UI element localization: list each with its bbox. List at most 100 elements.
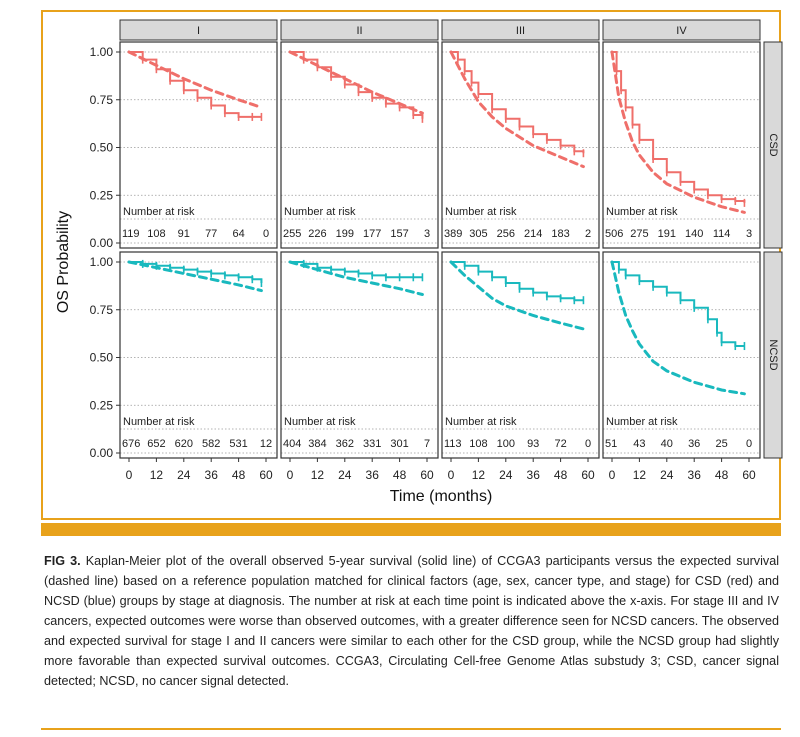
panel-bg [120, 252, 277, 458]
facet-strip-I [119, 19, 278, 41]
risk-count: 108 [147, 228, 165, 240]
x-tick-label: 24 [499, 468, 513, 482]
x-tick-label: 60 [259, 468, 273, 482]
risk-count: 140 [685, 228, 703, 240]
panel-border [119, 251, 278, 459]
panel-bg [603, 42, 760, 248]
observed-curve-NCSD-II [290, 261, 423, 279]
expected-curve-NCSD-II [288, 260, 424, 296]
x-tick-label: 24 [660, 468, 674, 482]
facet-strip-III [441, 19, 600, 41]
x-tick-label: 36 [205, 468, 219, 482]
facet-strip-label: III [516, 25, 525, 37]
caption-body: Kaplan-Meier plot of the overall observe… [44, 554, 779, 688]
panel-bg [603, 252, 760, 458]
expected-curve-CSD-I [127, 50, 263, 109]
risk-count: 40 [661, 438, 673, 450]
panel-bg [281, 252, 438, 458]
x-tick-label: 0 [126, 468, 133, 482]
risk-label: Number at risk [445, 416, 517, 428]
caption-lead: FIG 3. [44, 554, 81, 568]
risk-count: 331 [363, 438, 381, 450]
risk-count: 114 [713, 228, 731, 240]
risk-count: 3 [746, 228, 752, 240]
panel-border [119, 41, 278, 249]
expected-curve-NCSD-IV [610, 260, 746, 396]
panel-bg [281, 42, 438, 248]
risk-count: 64 [232, 228, 244, 240]
risk-count: 100 [497, 438, 515, 450]
risk-count: 255 [283, 228, 301, 240]
bottom-rule [41, 728, 781, 730]
risk-count: 113 [444, 438, 462, 450]
risk-count: 389 [444, 228, 462, 240]
risk-count: 177 [363, 228, 381, 240]
x-tick-label: 0 [448, 468, 455, 482]
risk-label: Number at risk [445, 206, 517, 218]
panel-bg [120, 42, 277, 248]
risk-count: 256 [497, 228, 515, 240]
risk-count: 108 [469, 438, 487, 450]
x-tick-label: 12 [472, 468, 486, 482]
risk-count: 119 [122, 228, 140, 240]
panel-border [602, 251, 761, 459]
expected-curve-NCSD-III [449, 260, 585, 331]
row-strip-NCSD [763, 251, 783, 459]
risk-count: 0 [746, 438, 752, 450]
y-tick-label: 0.75 [90, 303, 114, 317]
y-tick-label: 0.00 [90, 236, 114, 250]
expected-curve-CSD-III [449, 50, 585, 169]
x-tick-label: 48 [554, 468, 568, 482]
x-tick-label: 24 [177, 468, 191, 482]
row-strip-label: CSD [767, 133, 779, 156]
expected-curve-CSD-IV [610, 50, 746, 214]
risk-label: Number at risk [606, 206, 678, 218]
risk-count: 191 [658, 228, 676, 240]
x-tick-label: 60 [742, 468, 756, 482]
risk-count: 93 [527, 438, 539, 450]
risk-count: 0 [263, 228, 269, 240]
risk-count: 2 [585, 228, 591, 240]
risk-count: 25 [715, 438, 727, 450]
risk-count: 676 [122, 438, 140, 450]
risk-count: 226 [308, 228, 326, 240]
risk-count: 531 [229, 438, 247, 450]
risk-count: 77 [205, 228, 217, 240]
facet-strip-II [280, 19, 439, 41]
risk-count: 506 [605, 228, 623, 240]
risk-count: 3 [424, 228, 430, 240]
risk-count: 199 [336, 228, 354, 240]
x-tick-label: 36 [527, 468, 541, 482]
risk-count: 157 [390, 228, 408, 240]
x-tick-label: 0 [287, 468, 294, 482]
facet-strip-label: II [356, 25, 362, 37]
risk-count: 43 [633, 438, 645, 450]
risk-count: 275 [630, 228, 648, 240]
risk-label: Number at risk [284, 416, 356, 428]
risk-count: 214 [524, 228, 542, 240]
panel-border [441, 41, 600, 249]
figure-caption: FIG 3. Kaplan-Meier plot of the overall … [44, 551, 779, 691]
risk-count: 0 [585, 438, 591, 450]
risk-count: 582 [202, 438, 220, 450]
x-tick-label: 24 [338, 468, 352, 482]
risk-label: Number at risk [606, 416, 678, 428]
row-strip-label: NCSD [767, 339, 779, 370]
y-tick-label: 0.75 [90, 93, 114, 107]
y-tick-label: 0.25 [90, 398, 114, 412]
facet-strip-IV [602, 19, 761, 41]
y-tick-label: 1.00 [90, 255, 114, 269]
panel-border [280, 41, 439, 249]
x-tick-label: 48 [715, 468, 729, 482]
x-tick-label: 12 [311, 468, 325, 482]
risk-count: 652 [147, 438, 165, 450]
x-tick-label: 0 [609, 468, 616, 482]
divider-bar [41, 523, 781, 536]
risk-label: Number at risk [123, 416, 195, 428]
risk-count: 305 [469, 228, 487, 240]
y-tick-label: 1.00 [90, 45, 114, 59]
y-tick-label: 0.50 [90, 141, 114, 155]
panel-border [602, 41, 761, 249]
risk-count: 91 [178, 228, 190, 240]
row-strip-CSD [763, 41, 783, 249]
